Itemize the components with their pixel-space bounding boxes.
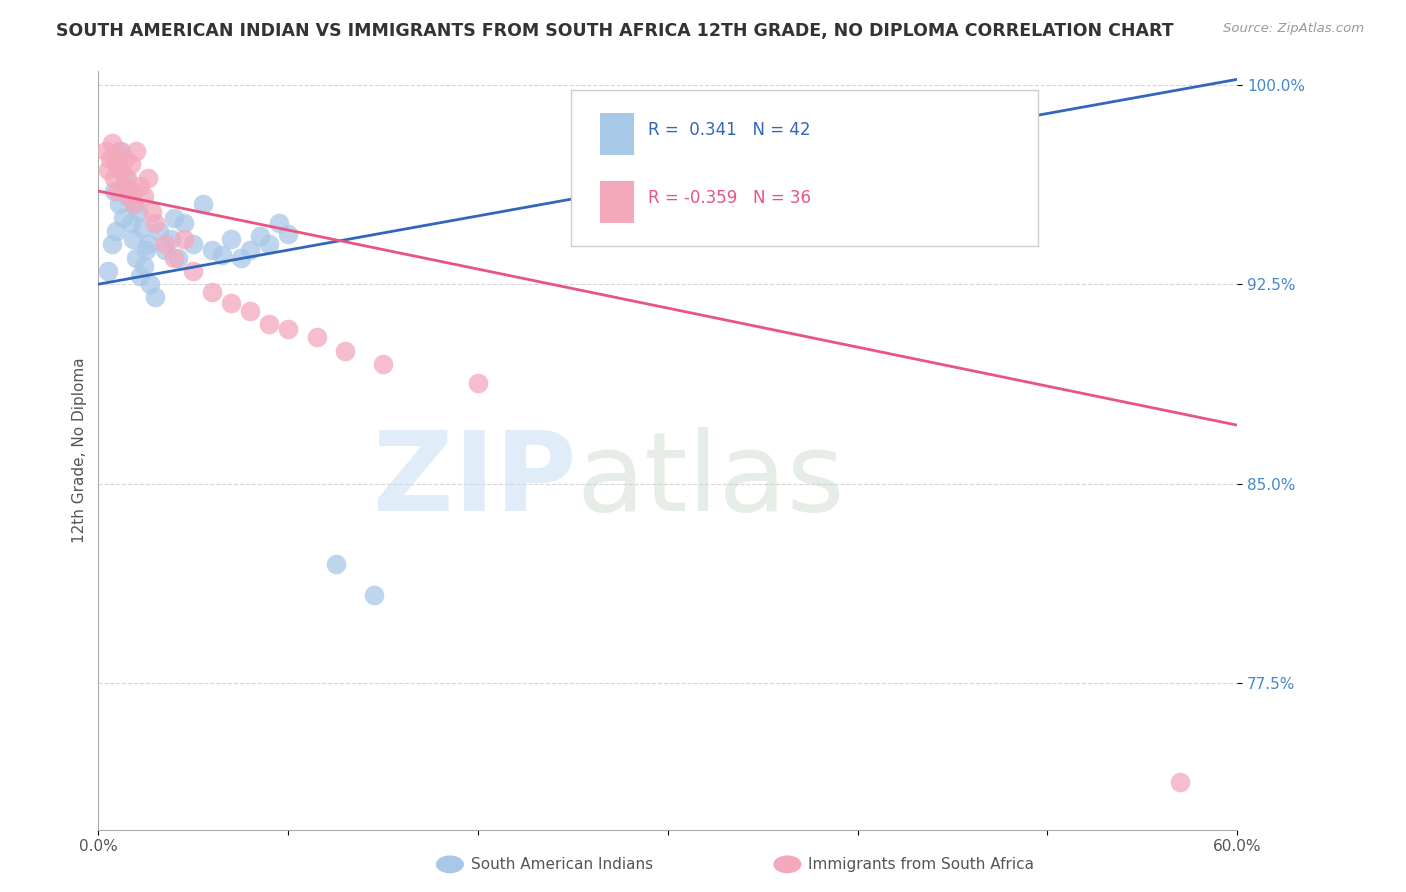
Point <box>141 205 163 219</box>
Point <box>129 178 152 193</box>
Text: atlas: atlas <box>576 427 845 534</box>
Text: ZIP: ZIP <box>374 427 576 534</box>
Point <box>163 211 186 225</box>
Point <box>267 216 290 230</box>
Text: R =  0.341   N = 42: R = 0.341 N = 42 <box>648 120 811 138</box>
Point <box>221 295 243 310</box>
Point <box>148 224 170 238</box>
Point <box>94 144 117 158</box>
Point <box>120 157 142 171</box>
Point <box>259 317 281 331</box>
Point <box>124 197 146 211</box>
Point <box>211 248 233 262</box>
Point <box>115 170 138 185</box>
Point <box>121 232 143 246</box>
Y-axis label: 12th Grade, No Diploma: 12th Grade, No Diploma <box>72 358 87 543</box>
Point <box>191 197 214 211</box>
Point <box>371 357 394 371</box>
Point <box>305 330 328 344</box>
Point <box>110 144 132 158</box>
Point <box>136 170 159 185</box>
Point <box>121 184 143 198</box>
Point <box>239 303 262 318</box>
Point <box>98 152 121 166</box>
Point <box>183 237 205 252</box>
Text: R = -0.359   N = 36: R = -0.359 N = 36 <box>648 189 811 207</box>
Text: SOUTH AMERICAN INDIAN VS IMMIGRANTS FROM SOUTH AFRICA 12TH GRADE, NO DIPLOMA COR: SOUTH AMERICAN INDIAN VS IMMIGRANTS FROM… <box>56 22 1174 40</box>
Point <box>221 232 243 246</box>
Point <box>201 285 224 300</box>
Point <box>153 237 176 252</box>
Text: Immigrants from South Africa: Immigrants from South Africa <box>808 857 1035 871</box>
Point <box>249 229 271 244</box>
Point <box>153 243 176 257</box>
Point <box>108 144 131 158</box>
Point <box>127 205 149 219</box>
Point <box>120 216 142 230</box>
Point <box>131 221 153 235</box>
Point <box>114 152 136 166</box>
Point <box>103 170 125 185</box>
Point <box>325 557 347 571</box>
Bar <box>599 113 634 155</box>
Point <box>132 189 155 203</box>
Point <box>277 227 299 241</box>
Point <box>112 178 135 193</box>
Point <box>100 237 122 252</box>
Point <box>173 216 195 230</box>
Bar <box>599 181 634 223</box>
Point <box>163 251 186 265</box>
FancyBboxPatch shape <box>571 90 1038 245</box>
Point <box>124 197 146 211</box>
Point <box>103 184 125 198</box>
Point <box>173 232 195 246</box>
Point <box>138 277 160 292</box>
Point <box>125 251 148 265</box>
Point <box>159 232 181 246</box>
Point <box>110 162 132 177</box>
Point <box>129 269 152 284</box>
Text: South American Indians: South American Indians <box>471 857 654 871</box>
Point <box>97 162 120 177</box>
Point <box>201 243 224 257</box>
Point <box>107 184 129 198</box>
Point <box>167 251 190 265</box>
Point <box>104 224 127 238</box>
Point <box>277 322 299 336</box>
Point <box>107 157 129 171</box>
Point <box>135 243 157 257</box>
Point <box>125 144 148 158</box>
Point <box>363 589 385 603</box>
Point <box>335 343 357 358</box>
Point <box>112 211 135 225</box>
Point <box>467 376 489 390</box>
Point <box>259 237 281 252</box>
Point <box>136 237 159 252</box>
Point <box>97 264 120 278</box>
Point <box>104 157 127 171</box>
Point <box>229 251 252 265</box>
Point <box>132 259 155 273</box>
Point <box>115 189 138 203</box>
Point <box>239 243 262 257</box>
Point <box>183 264 205 278</box>
Point <box>145 216 167 230</box>
Point <box>114 170 136 185</box>
Point <box>118 189 141 203</box>
Point <box>118 184 141 198</box>
Point <box>100 136 122 151</box>
Point <box>145 291 167 305</box>
Point <box>108 197 131 211</box>
Text: Source: ZipAtlas.com: Source: ZipAtlas.com <box>1223 22 1364 36</box>
Point <box>1170 774 1192 789</box>
